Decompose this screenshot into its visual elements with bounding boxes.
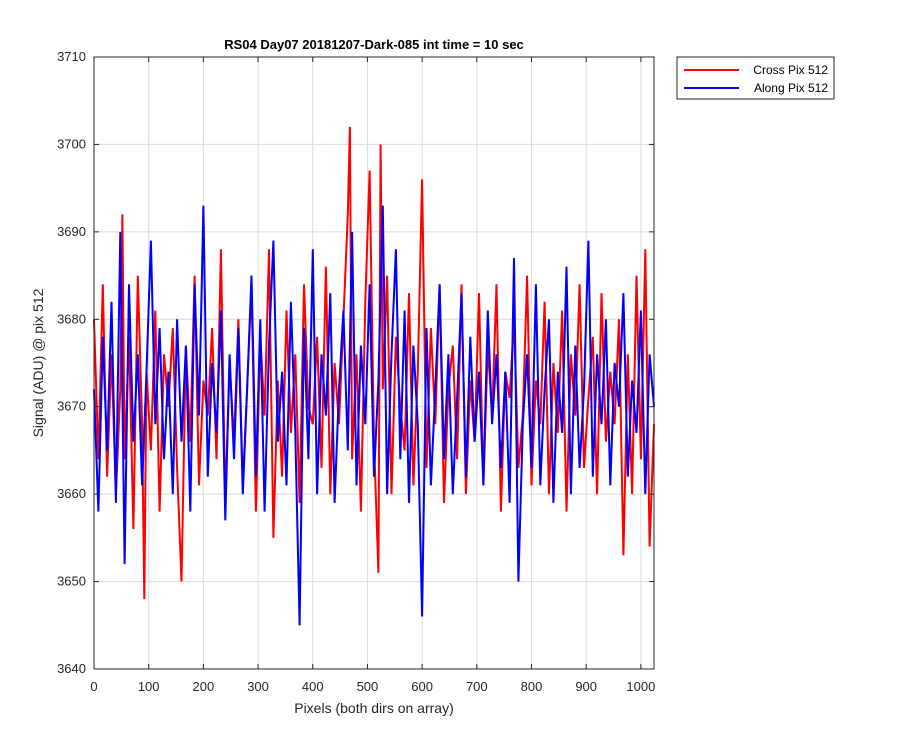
x-tick-label: 900: [575, 679, 597, 694]
series-line-along-pix-512: [93, 205, 655, 626]
y-tick-label: 3640: [57, 661, 86, 676]
x-tick-label: 600: [411, 679, 433, 694]
legend: Cross Pix 512 Along Pix 512: [676, 56, 835, 100]
x-tick-label: 800: [521, 679, 543, 694]
series-line-cross-pix-512: [93, 126, 655, 600]
legend-label-cross: Cross Pix 512: [753, 63, 828, 77]
tick-labels: 0 100 200 300 400 500 600 700 800 900 1000 3640 3650…: [57, 49, 655, 694]
y-tick-label: 3650: [57, 574, 86, 589]
x-tick-label: 200: [193, 679, 215, 694]
y-tick-label: 3680: [57, 311, 86, 326]
y-tick-label: 3690: [57, 224, 86, 239]
series-layer: [93, 126, 655, 626]
x-tick-label: 300: [247, 679, 269, 694]
y-tick-label: 3710: [57, 49, 86, 64]
x-tick-label: 100: [138, 679, 160, 694]
x-tick-label: 700: [466, 679, 488, 694]
axis-ticks: [93, 56, 654, 670]
y-tick-label: 3660: [57, 486, 86, 501]
plot-frame: [93, 56, 655, 670]
x-axis-label: Pixels (both dirs on array): [294, 700, 454, 716]
chart-title: RS04 Day07 20181207-Dark-085 int time = …: [224, 37, 524, 52]
legend-label-along: Along Pix 512: [754, 81, 828, 95]
y-axis-label: Signal (ADU) @ pix 512: [30, 288, 46, 437]
x-tick-label: 500: [357, 679, 379, 694]
y-tick-label: 3670: [57, 399, 86, 414]
y-tick-label: 3700: [57, 136, 86, 151]
x-tick-label: 1000: [626, 679, 655, 694]
legend-box: [676, 56, 835, 100]
x-tick-label: 400: [302, 679, 324, 694]
x-tick-label: 0: [90, 679, 97, 694]
